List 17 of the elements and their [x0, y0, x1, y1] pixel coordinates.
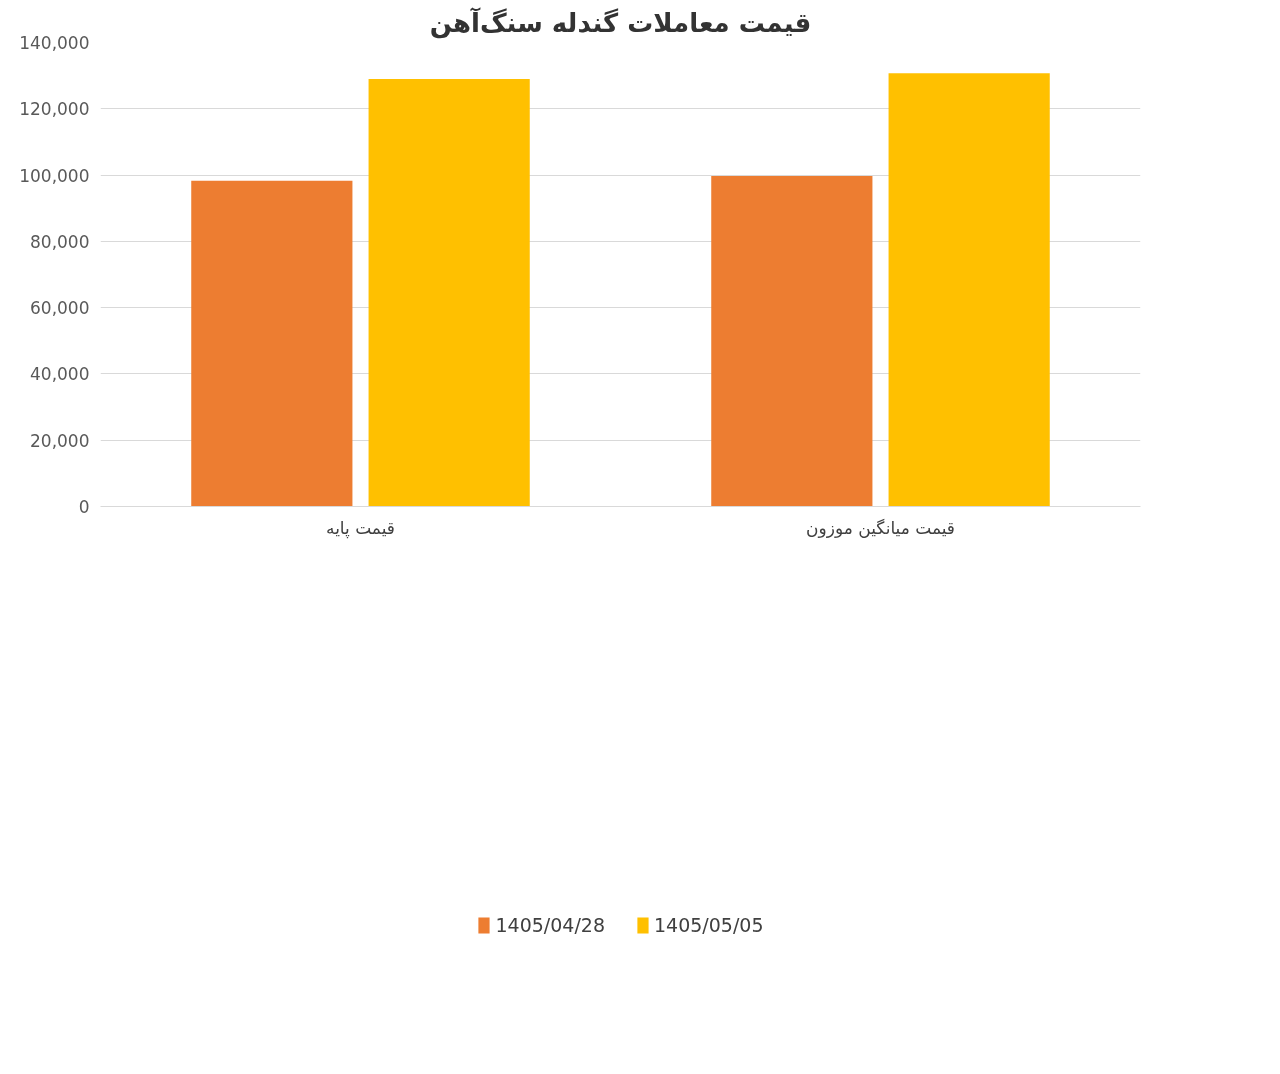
y-tick-label: 40,000 [30, 364, 90, 385]
y-tick-label: 60,000 [30, 298, 90, 319]
y-tick-label: 0 [78, 497, 90, 517]
x-tick-label: قیمت میانگین موزون [806, 517, 955, 538]
chart-title: قیمت معاملات گندله سنگ‌آهن [429, 6, 812, 39]
bar [191, 180, 353, 507]
bar [368, 78, 530, 507]
legend-label: 1405/05/05 [654, 913, 764, 936]
y-tick-label: 20,000 [30, 430, 90, 451]
y-tick-label: 140,000 [19, 33, 90, 53]
y-tick-label: 80,000 [30, 231, 90, 252]
legend-label: 1405/04/28 [495, 913, 605, 936]
bar [711, 176, 873, 507]
x-tick-label: قیمت پایه [326, 517, 395, 539]
bar [888, 73, 1050, 507]
y-tick-label: 120,000 [19, 99, 90, 120]
y-tick-label: 100,000 [19, 165, 90, 186]
